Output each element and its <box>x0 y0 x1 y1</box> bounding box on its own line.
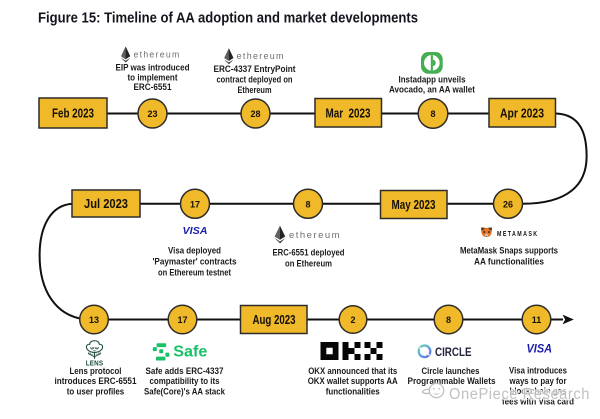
svg-text:functionalities: functionalities <box>326 386 380 396</box>
svg-text:VISA: VISA <box>183 225 208 237</box>
svg-text:MetaMask Snaps supports: MetaMask Snaps supports <box>460 246 558 256</box>
svg-text:Visa introduces: Visa introduces <box>509 365 567 375</box>
svg-text:introduces ERC-6551: introduces ERC-6551 <box>55 376 137 386</box>
svg-text:ERC-6551 deployed: ERC-6551 deployed <box>273 248 345 258</box>
svg-text:26: 26 <box>503 199 513 209</box>
svg-text:CIRCLE: CIRCLE <box>435 345 472 359</box>
svg-text:blockchain gas: blockchain gas <box>510 386 567 396</box>
svg-text:28: 28 <box>250 109 260 119</box>
svg-text:Avocado, an AA wallet: Avocado, an AA wallet <box>389 84 475 94</box>
svg-text:on Ethereum: on Ethereum <box>285 258 332 268</box>
svg-text:Lens protocol: Lens protocol <box>70 366 122 376</box>
svg-text:ethereum: ethereum <box>289 230 341 241</box>
svg-text:VISA: VISA <box>527 344 553 356</box>
svg-text:fees with Visa card: fees with Visa card <box>502 397 574 407</box>
svg-text:ERC-6551: ERC-6551 <box>134 82 172 92</box>
svg-text:ways to pay for: ways to pay for <box>509 376 567 386</box>
svg-text:on Ethereum testnet: on Ethereum testnet <box>158 267 231 277</box>
svg-text:OKX announced that its: OKX announced that its <box>308 366 397 376</box>
svg-text:Apr 2023: Apr 2023 <box>500 106 544 120</box>
svg-text:Ethereum: Ethereum <box>238 85 272 95</box>
svg-text:'Paymaster' contracts: 'Paymaster' contracts <box>153 256 237 266</box>
svg-text:8: 8 <box>446 315 451 325</box>
svg-text:Aug 2023: Aug 2023 <box>253 313 296 327</box>
svg-text:ethereum: ethereum <box>134 50 181 60</box>
svg-text:17: 17 <box>177 315 187 325</box>
svg-text:11: 11 <box>532 315 542 325</box>
svg-text:compatibility to its: compatibility to its <box>150 376 220 386</box>
svg-text:May 2023: May 2023 <box>392 198 436 212</box>
svg-text:Figure 15: Timeline of AA adop: Figure 15: Timeline of AA adoption and m… <box>38 10 418 26</box>
svg-text:METAMASK: METAMASK <box>497 229 539 238</box>
svg-text:OnePiece Research: OnePiece Research <box>449 386 590 403</box>
svg-text:to user profiles: to user profiles <box>67 386 125 396</box>
svg-text:ERC-4337 EntryPoint: ERC-4337 EntryPoint <box>214 64 296 74</box>
svg-text:Safe(Core)'s AA stack: Safe(Core)'s AA stack <box>144 386 226 396</box>
svg-text:Instadapp unveils: Instadapp unveils <box>399 74 466 84</box>
svg-text:Programmable Wallets: Programmable Wallets <box>408 376 496 386</box>
svg-text:8: 8 <box>430 109 435 119</box>
svg-text:OKX wallet supports AA: OKX wallet supports AA <box>308 376 398 386</box>
svg-text:Jul 2023: Jul 2023 <box>84 197 128 211</box>
svg-text:17: 17 <box>190 199 200 209</box>
svg-text:Visa deployed: Visa deployed <box>168 245 221 255</box>
svg-text:23: 23 <box>147 109 157 119</box>
svg-text:contract deployed on: contract deployed on <box>217 74 293 84</box>
svg-text:2: 2 <box>350 315 355 325</box>
svg-text:LENS: LENS <box>86 358 104 367</box>
svg-text:8: 8 <box>305 199 310 209</box>
svg-text:OnePiece Research: OnePiece Research <box>449 386 590 403</box>
svg-text:Mar 2023: Mar 2023 <box>326 106 371 120</box>
svg-text:Safe adds ERC-4337: Safe adds ERC-4337 <box>146 366 224 376</box>
svg-text:Safe: Safe <box>173 344 207 361</box>
svg-text:Feb 2023: Feb 2023 <box>52 107 94 121</box>
svg-text:AA functionalities: AA functionalities <box>474 256 544 266</box>
svg-text:13: 13 <box>89 315 99 325</box>
svg-text:ethereum: ethereum <box>237 51 285 61</box>
svg-text:EIP was introduced: EIP was introduced <box>116 63 190 73</box>
svg-text:to implement: to implement <box>128 72 178 82</box>
svg-text:Circle launches: Circle launches <box>422 366 480 376</box>
